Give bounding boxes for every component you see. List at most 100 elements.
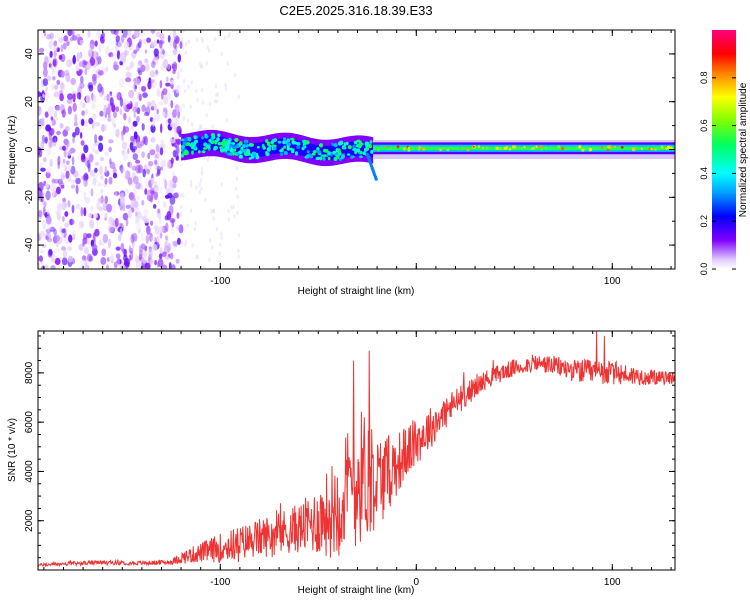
signal-dot (283, 137, 286, 141)
signal-dot (365, 147, 370, 151)
carrier-dot (466, 148, 470, 152)
noise-blob (161, 251, 167, 258)
noise-blob (200, 64, 204, 69)
noise-blob (182, 103, 185, 109)
noise-blob (77, 53, 82, 60)
spectrogram-content (38, 30, 675, 269)
noise-blob (56, 79, 61, 86)
noise-blob (41, 117, 45, 127)
noise-blob (141, 104, 146, 112)
signal-dot (257, 145, 260, 149)
noise-blob (135, 211, 138, 217)
noise-blob (155, 69, 159, 75)
noise-blob (163, 95, 169, 105)
noise-blob (134, 85, 137, 90)
noise-blob (109, 97, 114, 106)
noise-blob (149, 70, 155, 78)
noise-blob (153, 204, 157, 209)
noise-blob (67, 177, 72, 182)
noise-blob (116, 257, 121, 267)
noise-blob (208, 238, 212, 243)
noise-blob (149, 187, 156, 195)
noise-blob (60, 184, 65, 189)
noise-blob (113, 64, 119, 71)
noise-blob (193, 226, 196, 232)
noise-blob (158, 225, 164, 234)
noise-blob (184, 88, 187, 94)
signal-dot (317, 150, 322, 154)
noise-blob (78, 243, 84, 251)
noise-blob (175, 84, 181, 94)
noise-blob (174, 122, 177, 128)
signal-dot (197, 150, 201, 154)
noise-blob (205, 112, 208, 118)
signal-dot (283, 145, 286, 149)
noise-blob (135, 164, 141, 174)
noise-blob (38, 181, 44, 192)
y-tick-label: -20 (24, 190, 35, 205)
carrier-dot (418, 145, 421, 149)
noise-blob (94, 149, 99, 155)
noise-blob (38, 146, 41, 156)
noise-blob (185, 240, 188, 245)
noise-blob (65, 170, 70, 179)
signal-dot (279, 152, 284, 156)
noise-blob (110, 252, 114, 261)
noise-blob (153, 39, 158, 47)
noise-blob (129, 251, 134, 261)
noise-blob (97, 56, 102, 65)
signal-dot (233, 148, 237, 152)
noise-blob (151, 61, 156, 68)
signal-dot (337, 141, 342, 146)
noise-blob (98, 142, 104, 152)
noise-blob (140, 232, 144, 242)
noise-blob (234, 186, 238, 191)
noise-blob (91, 113, 97, 120)
noise-blob (48, 63, 52, 68)
noise-blob (225, 118, 228, 123)
noise-blob (40, 167, 46, 172)
noise-blob (167, 243, 172, 252)
noise-blob (212, 216, 215, 221)
noise-blob (200, 170, 204, 176)
carrier-dot (422, 147, 426, 151)
noise-blob (139, 249, 143, 259)
noise-blob (104, 177, 108, 185)
noise-blob (100, 257, 107, 265)
noise-blob (49, 32, 54, 40)
carrier-dot (523, 146, 526, 149)
carrier-dot (472, 145, 475, 148)
noise-blob (119, 227, 123, 236)
noise-blob (91, 92, 94, 101)
noise-blob (154, 186, 160, 193)
noise-blob (54, 248, 60, 254)
noise-blob (104, 46, 110, 54)
noise-blob (183, 78, 186, 84)
signal-dot (204, 135, 209, 139)
noise-blob (85, 61, 91, 70)
noise-blob (131, 200, 135, 206)
noise-blob (52, 187, 55, 197)
noise-blob (136, 107, 141, 115)
noise-blob (58, 54, 63, 60)
noise-blob (99, 110, 104, 117)
noise-blob (92, 73, 97, 82)
noise-blob (208, 257, 211, 262)
noise-blob (108, 139, 114, 144)
signal-dot (347, 145, 352, 150)
noise-blob (97, 182, 103, 187)
noise-blob (133, 131, 138, 140)
noise-blob (43, 61, 48, 70)
noise-blob (180, 192, 183, 198)
noise-blob (120, 166, 125, 173)
noise-blob (81, 118, 85, 126)
noise-blob (112, 172, 118, 179)
noise-blob (236, 210, 239, 216)
noise-blob (141, 123, 145, 131)
noise-blob (131, 232, 138, 242)
noise-blob (100, 36, 105, 44)
noise-blob (167, 92, 172, 100)
noise-blob (75, 65, 80, 72)
x-tick-label: 100 (604, 276, 621, 287)
noise-blob (190, 122, 194, 127)
